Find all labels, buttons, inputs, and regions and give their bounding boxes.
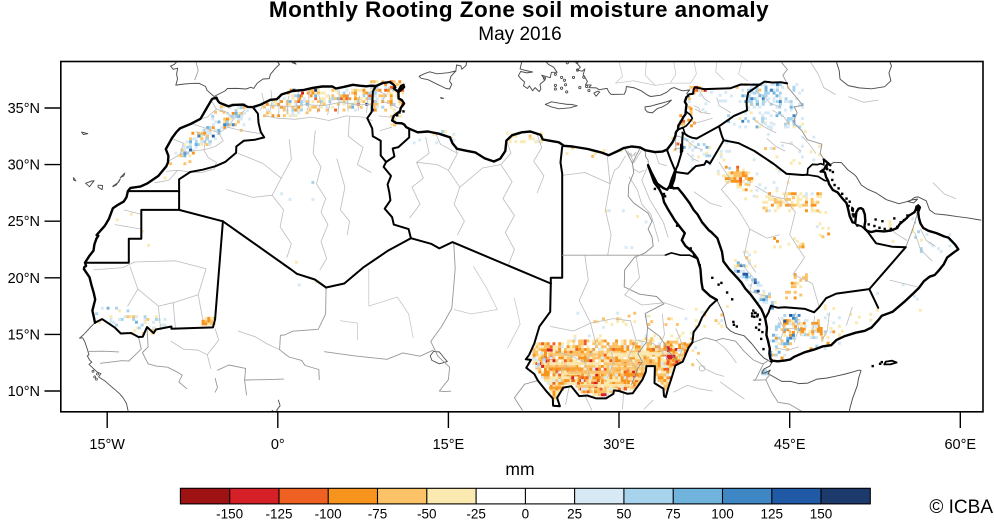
- svg-text:0: 0: [522, 507, 530, 522]
- svg-text:60°E: 60°E: [944, 437, 976, 453]
- svg-text:-75: -75: [368, 507, 388, 522]
- svg-text:mm: mm: [505, 459, 534, 479]
- svg-text:45°E: 45°E: [774, 437, 806, 453]
- svg-text:0°: 0°: [271, 437, 285, 453]
- svg-text:-25: -25: [466, 507, 486, 522]
- svg-text:150: 150: [810, 507, 833, 522]
- svg-text:30°E: 30°E: [603, 437, 635, 453]
- svg-text:May 2016: May 2016: [478, 24, 561, 45]
- svg-text:15°E: 15°E: [433, 437, 465, 453]
- svg-text:-50: -50: [417, 507, 437, 522]
- svg-text:25: 25: [567, 507, 582, 522]
- svg-text:15°W: 15°W: [89, 437, 125, 453]
- svg-text:25°N: 25°N: [8, 214, 40, 230]
- svg-text:35°N: 35°N: [8, 101, 40, 117]
- svg-text:50: 50: [616, 507, 631, 522]
- svg-text:10°N: 10°N: [8, 384, 40, 400]
- svg-text:20°N: 20°N: [8, 271, 40, 287]
- svg-text:-125: -125: [265, 507, 292, 522]
- svg-text:Monthly Rooting Zone soil mois: Monthly Rooting Zone soil moisture anoma…: [269, 0, 769, 22]
- svg-text:15°N: 15°N: [8, 327, 40, 343]
- svg-text:125: 125: [761, 507, 784, 522]
- svg-text:100: 100: [711, 507, 734, 522]
- svg-text:-150: -150: [216, 507, 243, 522]
- svg-text:75: 75: [666, 507, 681, 522]
- svg-text:-100: -100: [315, 507, 342, 522]
- svg-text:30°N: 30°N: [8, 158, 40, 174]
- svg-text:© ICBA: © ICBA: [929, 497, 993, 518]
